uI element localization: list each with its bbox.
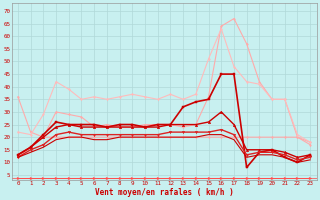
X-axis label: Vent moyen/en rafales ( km/h ): Vent moyen/en rafales ( km/h ) — [95, 188, 233, 197]
